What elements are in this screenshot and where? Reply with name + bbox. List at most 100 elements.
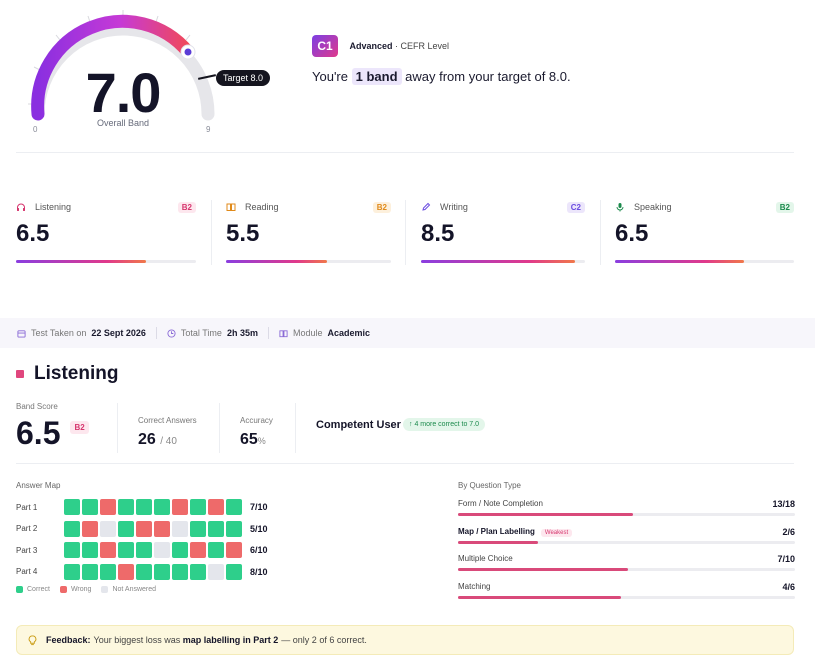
skill-card-speaking[interactable]: Speaking B2 6.5	[615, 200, 794, 268]
gauge-min-label: 0	[33, 125, 38, 134]
section-title: Listening	[16, 363, 118, 385]
answer-cell-correct[interactable]	[118, 520, 134, 537]
answer-map-row: Part 1 7/10	[16, 499, 268, 515]
skill-score: 6.5	[615, 220, 649, 247]
legend-na-swatch	[101, 586, 109, 593]
answer-cell-correct[interactable]	[64, 563, 80, 580]
skill-score: 5.5	[226, 220, 260, 247]
question-type-title: By Question Type	[458, 481, 521, 490]
legend-wrong-swatch	[59, 586, 67, 593]
answer-cell-wrong[interactable]	[82, 520, 98, 537]
answer-cell-correct[interactable]	[136, 542, 152, 558]
answer-map-row: Part 4 8/10	[16, 563, 268, 580]
accuracy: Accuracy 65%	[240, 416, 273, 448]
question-type-progress	[458, 568, 795, 571]
question-type-progress	[458, 595, 795, 599]
test-meta-bar: Test Taken on 22 Sept 2026 Total Time 2h 3…	[0, 318, 815, 348]
answer-cell-correct[interactable]	[190, 520, 206, 537]
answer-cell-wrong[interactable]	[190, 542, 206, 558]
answer-map-row: Part 3 6/10	[16, 542, 268, 558]
skill-score: 6.5	[16, 220, 50, 247]
skill-progress-bar	[226, 260, 391, 263]
answer-cell-correct[interactable]	[190, 563, 206, 580]
answer-cell-wrong[interactable]	[154, 520, 170, 537]
answer-cell-wrong[interactable]	[136, 520, 152, 537]
skill-name: Reading	[245, 202, 279, 212]
answer-cell-unanswered[interactable]	[100, 520, 116, 537]
answer-cell-correct[interactable]	[100, 563, 116, 580]
answer-cell-correct[interactable]	[136, 499, 152, 515]
answer-cell-correct[interactable]	[172, 542, 188, 558]
target-badge: Target 8.0	[216, 70, 271, 86]
question-type-name: Map / Plan Labelling Weakest	[458, 527, 573, 537]
answer-cell-wrong[interactable]	[100, 499, 116, 515]
answer-cell-correct[interactable]	[82, 563, 98, 580]
book-icon	[226, 203, 236, 211]
feedback-banner: Feedback: Your biggest loss was map label…	[16, 625, 794, 655]
competency-level: Competent User	[316, 419, 401, 431]
question-type-row: Multiple Choice 7/10	[458, 554, 795, 571]
answer-cell-wrong[interactable]	[172, 499, 188, 515]
answer-cell-correct[interactable]	[208, 520, 224, 537]
overall-band-gauge: 7.0 Overall Band 0 9	[18, 8, 228, 134]
cefr-badge: C1	[312, 35, 338, 57]
answer-cell-correct[interactable]	[64, 520, 80, 537]
question-type-count: 7/10	[777, 554, 795, 564]
skill-level-badge: B2	[177, 202, 196, 213]
skill-cards: Listening B2 6.5 Reading B2 5.5 Writing …	[0, 200, 815, 270]
answer-cell-correct[interactable]	[136, 563, 152, 580]
answer-cell-wrong[interactable]	[100, 542, 116, 558]
answer-cell-correct[interactable]	[208, 542, 224, 558]
question-type-progress	[458, 513, 795, 516]
answer-cell-correct[interactable]	[82, 542, 98, 558]
answer-cell-correct[interactable]	[226, 499, 242, 515]
answer-cell-correct[interactable]	[190, 499, 206, 515]
answer-cell-wrong[interactable]	[226, 542, 242, 558]
answer-cell-correct[interactable]	[82, 499, 98, 515]
answer-cell-correct[interactable]	[154, 563, 170, 580]
question-type-count: 4/6	[782, 581, 795, 592]
part-score: 7/10	[250, 502, 268, 512]
answer-cell-correct[interactable]	[226, 563, 242, 580]
answer-map-row: Part 2 5/10	[16, 520, 268, 537]
gauge-arc	[28, 10, 215, 121]
skill-level-badge: C2	[566, 202, 585, 213]
cefr-level-text: Advanced · CEFR Level	[349, 41, 449, 51]
weakest-badge: Weakest	[540, 528, 573, 537]
lightbulb-icon	[28, 634, 37, 645]
answer-cell-wrong[interactable]	[118, 563, 134, 580]
skill-name: Writing	[440, 202, 468, 212]
answer-cell-wrong[interactable]	[208, 499, 224, 515]
question-type-count: 2/6	[782, 526, 795, 537]
section-marker	[16, 370, 24, 378]
answer-cell-correct[interactable]	[118, 499, 134, 515]
skill-card-listening[interactable]: Listening B2 6.5	[16, 200, 196, 268]
gauge-max-label: 9	[206, 125, 211, 134]
answer-cell-unanswered[interactable]	[172, 520, 188, 537]
overall-band-label: Overall Band	[96, 118, 150, 128]
question-type-name: Form / Note Completion	[458, 499, 543, 508]
calendar-icon	[17, 329, 26, 338]
skill-card-writing[interactable]: Writing C2 8.5	[421, 200, 585, 268]
skill-level-badge: B2	[372, 202, 391, 213]
test-date: Test Taken on 22 Sept 2026	[17, 328, 146, 338]
answer-cell-correct[interactable]	[226, 520, 242, 537]
skill-card-reading[interactable]: Reading B2 5.5	[226, 200, 391, 268]
answer-cell-correct[interactable]	[64, 499, 80, 515]
question-type-row: Form / Note Completion 13/18	[458, 499, 795, 516]
part-label: Part 4	[16, 567, 38, 576]
answer-cell-unanswered[interactable]	[154, 542, 170, 558]
correct-answers: Correct Answers 26 / 40	[138, 416, 197, 448]
answer-cell-correct[interactable]	[118, 542, 134, 558]
answer-cell-correct[interactable]	[172, 563, 188, 580]
question-type-name: Matching	[458, 581, 491, 591]
answer-cell-correct[interactable]	[154, 499, 170, 515]
skill-progress-bar	[16, 260, 196, 263]
answer-cell-unanswered[interactable]	[208, 563, 224, 580]
legend-correct-swatch	[16, 586, 23, 593]
answer-cell-correct[interactable]	[64, 542, 80, 558]
listening-band-score: Band Score 6.5 B2	[16, 402, 89, 452]
question-type-count: 13/18	[772, 499, 795, 509]
module: Module Academic	[279, 328, 370, 338]
answer-map-title: Answer Map	[16, 481, 61, 490]
